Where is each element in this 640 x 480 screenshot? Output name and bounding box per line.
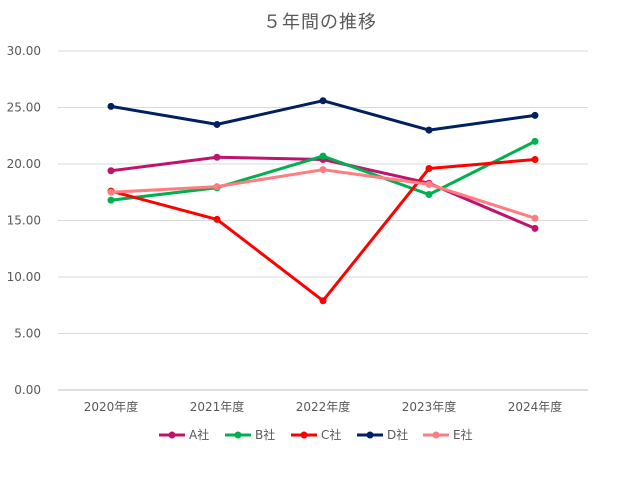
data-point: [107, 102, 115, 110]
legend-marker: [432, 431, 440, 439]
data-point: [425, 165, 433, 173]
x-tick-label: 2022年度: [296, 399, 351, 414]
legend-label: D社: [387, 427, 408, 442]
data-point: [319, 297, 327, 305]
y-tick-label: 15.00: [7, 214, 41, 228]
legend-marker: [366, 431, 374, 439]
legend-label: C社: [321, 427, 341, 442]
data-point: [213, 183, 221, 191]
data-point: [213, 153, 221, 161]
data-point: [425, 180, 433, 188]
legend-label: E社: [453, 427, 473, 442]
chart-title: ５年間の推移: [263, 12, 377, 33]
y-tick-label: 10.00: [7, 270, 41, 284]
x-tick-label: 2020年度: [84, 399, 139, 414]
x-tick-label: 2023年度: [402, 399, 457, 414]
y-tick-label: 0.00: [14, 383, 41, 397]
data-point: [531, 137, 539, 145]
data-point: [319, 97, 327, 105]
series-line-4: [109, 99, 537, 132]
y-tick-label: 25.00: [7, 101, 41, 115]
data-point: [319, 166, 327, 174]
data-point: [319, 152, 327, 160]
data-point: [531, 224, 539, 232]
data-point: [213, 120, 221, 128]
legend-marker: [300, 431, 308, 439]
data-point: [531, 214, 539, 222]
legend-marker: [168, 431, 176, 439]
data-point: [425, 191, 433, 199]
legend-marker: [234, 431, 242, 439]
data-point: [107, 188, 115, 196]
data-point: [107, 196, 115, 204]
y-tick-label: 20.00: [7, 157, 41, 171]
y-tick-label: 30.00: [7, 44, 41, 58]
legend-label: A社: [189, 427, 209, 442]
data-point: [213, 215, 221, 223]
legend-label: B社: [255, 427, 275, 442]
data-point: [425, 126, 433, 134]
x-tick-label: 2024年度: [508, 399, 563, 414]
x-tick-label: 2021年度: [190, 399, 245, 414]
data-point: [107, 167, 115, 175]
y-tick-label: 5.00: [14, 327, 41, 341]
data-point: [531, 155, 539, 163]
data-point: [531, 111, 539, 119]
series-line-3: [109, 158, 537, 303]
